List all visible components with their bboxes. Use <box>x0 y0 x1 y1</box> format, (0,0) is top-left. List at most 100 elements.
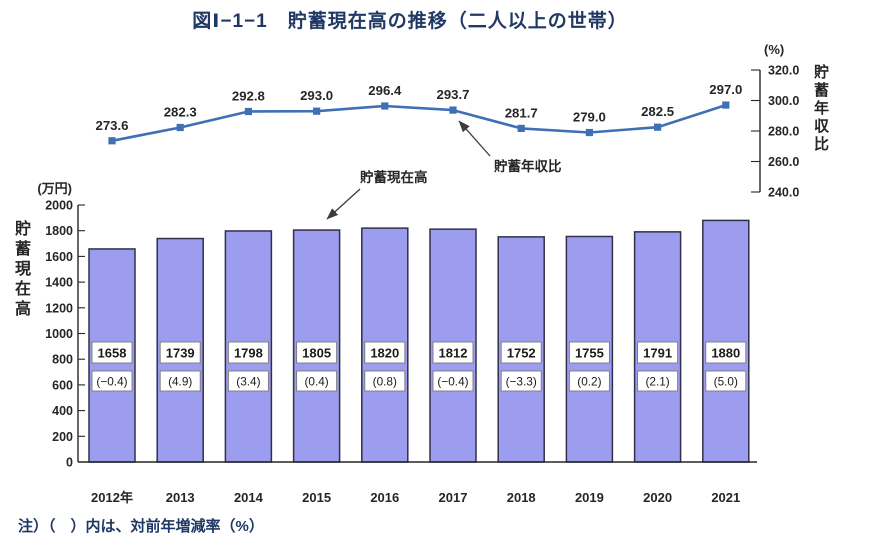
annotation-arrows <box>326 120 491 220</box>
bar-value-label: 1805 <box>302 346 331 361</box>
bar-value-box <box>159 341 201 364</box>
line-value-label: 281.7 <box>505 105 538 120</box>
x-axis-category-label: 2014 <box>234 490 264 505</box>
bar-value-label: 1812 <box>439 346 468 361</box>
line-value-label: 273.6 <box>95 118 128 133</box>
left-axis-tick-label: 1800 <box>45 224 73 238</box>
line-marker <box>585 128 593 137</box>
left-axis-unit-label: (万円) <box>37 181 72 196</box>
bar-value-box <box>705 341 747 364</box>
left-axis-tick-label: 800 <box>52 353 73 367</box>
bar-value-box <box>227 341 269 364</box>
line-marker <box>722 101 730 109</box>
bar-value-box <box>91 341 133 364</box>
bar-value-label: 1739 <box>166 346 195 361</box>
line-value-label: 297.0 <box>709 82 742 97</box>
bar-change-box <box>637 370 679 392</box>
bar-change-label: (−3.3) <box>506 375 537 389</box>
bar-value-box <box>432 341 474 364</box>
bar-change-box <box>432 370 474 392</box>
bar-change-label: (−0.4) <box>96 375 127 389</box>
bar-change-box <box>227 370 269 392</box>
left-axis-tick-label: 600 <box>52 378 73 392</box>
right-axis-title: 貯蓄年収比 <box>812 64 829 154</box>
chart-title: 図Ⅰ−1−1 貯蓄現在高の推移（二人以上の世帯） <box>192 11 628 32</box>
line-value-label: 282.3 <box>164 104 197 119</box>
left-axis-title: 貯蓄現在高 <box>12 220 29 320</box>
bar-value-box <box>568 341 610 364</box>
line-marker <box>449 106 457 114</box>
bar-change-box <box>91 370 133 392</box>
bar-data-labels: 1658 (−0.4) 1739 (4.9) 1798 (3.4) 1805 (0.4) 182… <box>91 341 747 392</box>
footnote: 注）（ ）内は、対前年増減率（%） <box>18 518 264 535</box>
bar-value-box <box>364 341 406 364</box>
bar-value-box <box>637 341 679 364</box>
bar-change-label: (0.2) <box>577 375 601 389</box>
right-axis-tick-label: 240.0 <box>768 186 799 200</box>
bar-annotation-arrow <box>326 188 361 220</box>
x-axis-category-label: 2016 <box>370 490 399 505</box>
x-axis-category-label: 2021 <box>711 490 740 505</box>
bar-change-label: (4.9) <box>168 375 192 389</box>
right-axis-tick-label: 300.0 <box>768 94 799 108</box>
left-axis-tick-label: 1400 <box>45 276 73 290</box>
x-axis-category-label: 2013 <box>166 490 195 505</box>
left-axis-tick-label: 2000 <box>45 199 73 213</box>
line-marker <box>176 123 184 132</box>
x-axis-category-label: 2017 <box>439 490 468 505</box>
bar-change-box <box>500 370 542 392</box>
right-axis: 240.0 260.0 280.0 300.0 320.0 <box>751 64 799 200</box>
bar-value-box <box>500 341 542 364</box>
right-axis-unit-label: (%) <box>764 42 785 57</box>
line-marker <box>381 102 389 110</box>
bar-value-label: 1791 <box>643 346 672 361</box>
bar-value-label: 1752 <box>507 346 536 361</box>
line-value-label: 293.0 <box>300 88 333 103</box>
line-marker <box>108 137 116 145</box>
x-axis-category-label: 2019 <box>575 490 604 505</box>
bar-value-label: 1880 <box>711 346 740 361</box>
left-axis-tick-label: 1000 <box>45 327 73 341</box>
bar-value-label: 1820 <box>370 346 399 361</box>
line-value-label: 282.5 <box>641 104 674 119</box>
bar-change-box <box>159 370 201 392</box>
x-axis-category-label: 2020 <box>643 490 672 505</box>
bar-value-label: 1658 <box>98 346 127 361</box>
bar-value-label: 1798 <box>234 346 263 361</box>
x-axis-category-label: 2015 <box>302 490 331 505</box>
bar-change-label: (5.0) <box>714 375 738 389</box>
left-axis-tick-label: 200 <box>52 430 73 444</box>
left-axis-tick-label: 0 <box>66 456 73 470</box>
line-marker <box>313 107 321 115</box>
right-axis-tick-label: 320.0 <box>768 64 799 78</box>
bar-series-annotation: 貯蓄現在高 <box>360 170 428 185</box>
bar-change-box <box>296 370 338 392</box>
x-axis-category-label: 2018 <box>507 490 536 505</box>
line-marker <box>654 123 662 131</box>
bar-change-label: (3.4) <box>236 375 260 389</box>
line-marker <box>244 107 252 116</box>
bar-value-label: 1755 <box>575 346 604 361</box>
bar-change-label: (2.1) <box>645 375 669 389</box>
bar-change-box <box>364 370 406 392</box>
x-axis-category-label: 2012年 <box>91 490 133 505</box>
line-value-label: 292.8 <box>232 88 265 103</box>
line-series-annotation: 貯蓄年収比 <box>494 159 562 174</box>
trend-line <box>111 103 727 143</box>
bar-change-label: (−0.4) <box>437 375 468 389</box>
bar-change-label: (0.4) <box>304 375 328 389</box>
bar <box>702 219 750 463</box>
bar-change-box <box>705 370 747 392</box>
line-value-label: 296.4 <box>368 83 402 98</box>
bar-value-box <box>296 341 338 364</box>
bar-series <box>88 219 750 463</box>
line-annotation-arrow <box>458 120 491 157</box>
line-series: 273.6 282.3 292.8 293.0 296.4 293.7 281.7 279.0… <box>95 82 742 145</box>
left-axis-tick-label: 1200 <box>45 301 73 315</box>
right-axis-tick-label: 280.0 <box>768 125 799 139</box>
line-value-label: 279.0 <box>573 110 606 125</box>
left-axis: 0 200 400 600 800 1000 1200 1400 1600 1800 2000 <box>45 199 757 470</box>
right-axis-tick-label: 260.0 <box>768 155 799 169</box>
left-axis-tick-label: 1600 <box>45 250 73 264</box>
